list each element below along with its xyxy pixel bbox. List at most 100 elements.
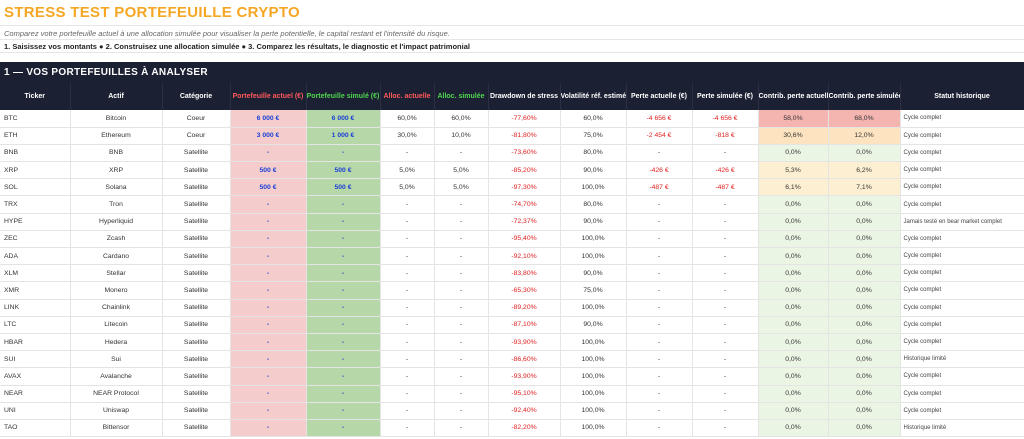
- cell-perte-actuelle[interactable]: -: [626, 281, 693, 300]
- cell-portefeuille-actuel[interactable]: 6 000 €: [230, 110, 307, 128]
- cell-alloc-simulee[interactable]: -: [434, 264, 489, 283]
- cell-perte-simulee[interactable]: -: [692, 402, 759, 420]
- cell-statut[interactable]: Cycle complet: [900, 230, 1024, 249]
- cell-portefeuille-actuel[interactable]: 500 €: [230, 178, 307, 197]
- cell-statut[interactable]: Historique limité: [900, 419, 1024, 438]
- cell-ticker[interactable]: UNI: [0, 402, 71, 420]
- cell-perte-actuelle[interactable]: -426 €: [626, 161, 693, 180]
- cell-statut[interactable]: Cycle complet: [900, 299, 1024, 317]
- cell-contrib-actuelle[interactable]: 0,0%: [758, 419, 829, 438]
- header-contrib-actuelle[interactable]: Contrib. perte actuelle: [758, 83, 829, 110]
- cell-contrib-simulee[interactable]: 0,0%: [828, 367, 901, 386]
- cell-ticker[interactable]: ADA: [0, 247, 71, 266]
- cell-portefeuille-simule[interactable]: -: [306, 264, 381, 283]
- cell-portefeuille-actuel[interactable]: -: [230, 213, 307, 231]
- cell-categorie[interactable]: Satellite: [162, 195, 231, 214]
- cell-categorie[interactable]: Satellite: [162, 333, 231, 352]
- cell-categorie[interactable]: Coeur: [162, 127, 231, 145]
- cell-perte-actuelle[interactable]: -: [626, 299, 693, 317]
- cell-statut[interactable]: Cycle complet: [900, 110, 1024, 128]
- cell-volatilite[interactable]: 90,0%: [560, 213, 627, 231]
- cell-ticker[interactable]: ZEC: [0, 230, 71, 249]
- cell-statut[interactable]: Cycle complet: [900, 127, 1024, 145]
- cell-actif[interactable]: Hedera: [70, 333, 163, 352]
- cell-volatilite[interactable]: 80,0%: [560, 144, 627, 163]
- cell-contrib-simulee[interactable]: 0,0%: [828, 350, 901, 369]
- cell-contrib-actuelle[interactable]: 0,0%: [758, 316, 829, 334]
- cell-volatilite[interactable]: 100,0%: [560, 367, 627, 386]
- cell-contrib-actuelle[interactable]: 0,0%: [758, 333, 829, 352]
- cell-portefeuille-actuel[interactable]: -: [230, 350, 307, 369]
- cell-actif[interactable]: Litecoin: [70, 316, 163, 334]
- cell-perte-actuelle[interactable]: -: [626, 419, 693, 438]
- cell-alloc-actuelle[interactable]: -: [380, 281, 435, 300]
- cell-portefeuille-simule[interactable]: -: [306, 419, 381, 438]
- cell-portefeuille-actuel[interactable]: -: [230, 402, 307, 420]
- cell-portefeuille-simule[interactable]: 1 000 €: [306, 127, 381, 145]
- cell-contrib-simulee[interactable]: 0,0%: [828, 385, 901, 403]
- cell-portefeuille-simule[interactable]: -: [306, 333, 381, 352]
- cell-actif[interactable]: Hyperliquid: [70, 213, 163, 231]
- header-portefeuille-actuel[interactable]: Portefeuille actuel (€): [230, 83, 307, 110]
- cell-contrib-simulee[interactable]: 0,0%: [828, 247, 901, 266]
- cell-volatilite[interactable]: 100,0%: [560, 247, 627, 266]
- cell-categorie[interactable]: Satellite: [162, 264, 231, 283]
- cell-perte-actuelle[interactable]: -487 €: [626, 178, 693, 197]
- cell-categorie[interactable]: Satellite: [162, 230, 231, 249]
- cell-perte-simulee[interactable]: -426 €: [692, 161, 759, 180]
- cell-drawdown[interactable]: -86,60%: [488, 350, 561, 369]
- cell-volatilite[interactable]: 100,0%: [560, 419, 627, 438]
- cell-statut[interactable]: Cycle complet: [900, 333, 1024, 352]
- cell-alloc-simulee[interactable]: -: [434, 195, 489, 214]
- cell-statut[interactable]: Historique limité: [900, 350, 1024, 369]
- cell-perte-simulee[interactable]: -818 €: [692, 127, 759, 145]
- cell-contrib-actuelle[interactable]: 0,0%: [758, 367, 829, 386]
- header-ticker[interactable]: Ticker: [0, 83, 71, 110]
- cell-portefeuille-simule[interactable]: -: [306, 144, 381, 163]
- cell-statut[interactable]: Cycle complet: [900, 385, 1024, 403]
- cell-portefeuille-simule[interactable]: -: [306, 367, 381, 386]
- cell-contrib-simulee[interactable]: 0,0%: [828, 419, 901, 438]
- cell-volatilite[interactable]: 100,0%: [560, 299, 627, 317]
- cell-perte-simulee[interactable]: -: [692, 333, 759, 352]
- cell-perte-simulee[interactable]: -: [692, 350, 759, 369]
- header-perte-actuelle[interactable]: Perte actuelle (€): [626, 83, 693, 110]
- cell-statut[interactable]: Cycle complet: [900, 264, 1024, 283]
- cell-drawdown[interactable]: -93,90%: [488, 367, 561, 386]
- cell-drawdown[interactable]: -95,40%: [488, 230, 561, 249]
- cell-portefeuille-simule[interactable]: 500 €: [306, 161, 381, 180]
- cell-categorie[interactable]: Satellite: [162, 402, 231, 420]
- cell-portefeuille-actuel[interactable]: -: [230, 230, 307, 249]
- cell-portefeuille-simule[interactable]: -: [306, 230, 381, 249]
- cell-alloc-actuelle[interactable]: -: [380, 367, 435, 386]
- cell-alloc-actuelle[interactable]: -: [380, 144, 435, 163]
- cell-alloc-simulee[interactable]: -: [434, 230, 489, 249]
- cell-volatilite[interactable]: 100,0%: [560, 333, 627, 352]
- cell-alloc-actuelle[interactable]: -: [380, 350, 435, 369]
- cell-categorie[interactable]: Satellite: [162, 385, 231, 403]
- cell-perte-simulee[interactable]: -: [692, 299, 759, 317]
- cell-portefeuille-simule[interactable]: -: [306, 247, 381, 266]
- cell-portefeuille-actuel[interactable]: -: [230, 281, 307, 300]
- cell-contrib-simulee[interactable]: 0,0%: [828, 264, 901, 283]
- cell-portefeuille-simule[interactable]: -: [306, 350, 381, 369]
- cell-contrib-simulee[interactable]: 0,0%: [828, 299, 901, 317]
- cell-perte-simulee[interactable]: -: [692, 316, 759, 334]
- cell-actif[interactable]: BNB: [70, 144, 163, 163]
- cell-volatilite[interactable]: 100,0%: [560, 385, 627, 403]
- cell-perte-simulee[interactable]: -: [692, 264, 759, 283]
- cell-portefeuille-simule[interactable]: 6 000 €: [306, 110, 381, 128]
- cell-drawdown[interactable]: -82,20%: [488, 419, 561, 438]
- cell-actif[interactable]: Stellar: [70, 264, 163, 283]
- cell-volatilite[interactable]: 60,0%: [560, 110, 627, 128]
- cell-perte-simulee[interactable]: -: [692, 419, 759, 438]
- cell-actif[interactable]: Ethereum: [70, 127, 163, 145]
- cell-contrib-actuelle[interactable]: 6,1%: [758, 178, 829, 197]
- cell-alloc-actuelle[interactable]: -: [380, 385, 435, 403]
- cell-ticker[interactable]: LTC: [0, 316, 71, 334]
- cell-contrib-actuelle[interactable]: 0,0%: [758, 281, 829, 300]
- cell-alloc-actuelle[interactable]: -: [380, 333, 435, 352]
- cell-contrib-simulee[interactable]: 0,0%: [828, 213, 901, 231]
- cell-alloc-simulee[interactable]: -: [434, 333, 489, 352]
- cell-alloc-actuelle[interactable]: -: [380, 195, 435, 214]
